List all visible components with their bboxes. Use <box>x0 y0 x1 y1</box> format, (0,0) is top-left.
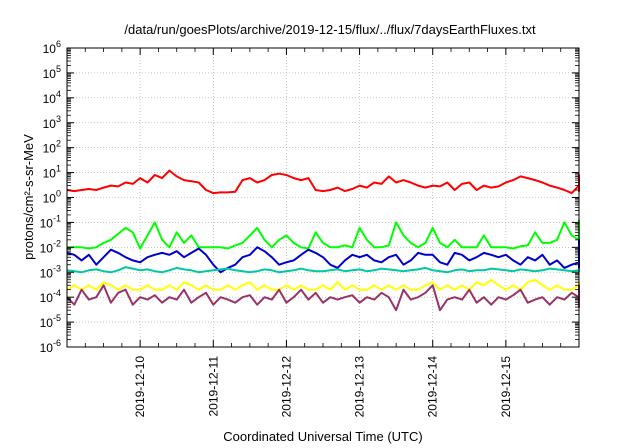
y-tick-label: 10-5 <box>40 313 61 330</box>
grid-lines <box>67 48 579 347</box>
y-tick-label: 105 <box>43 64 61 81</box>
x-tick-label: 2019-12-12 <box>279 356 293 418</box>
y-tick-label: 10-2 <box>40 238 61 255</box>
y-tick-label: 102 <box>43 139 61 156</box>
x-tick-label: 2019-12-14 <box>426 356 440 418</box>
x-tick-label: 2019-12-13 <box>353 356 367 418</box>
y-tick-label: 10-4 <box>40 288 61 305</box>
y-tick-label: 103 <box>43 114 61 131</box>
y-tick-label: 101 <box>43 164 61 181</box>
y-tick-label: 10-6 <box>40 338 61 355</box>
y-tick-label: 104 <box>43 89 61 106</box>
x-tick-label: 2019-12-15 <box>499 356 513 418</box>
y-tick-label: 10-1 <box>40 213 61 230</box>
x-axis-tick-labels: 2019-12-10 2019-12-11 2019-12-12 2019-12-13… <box>133 356 513 418</box>
y-tick-label: 106 <box>43 39 61 56</box>
x-axis-label: Coordinated Universal Time (UTC) <box>223 429 422 444</box>
x-tick-label: 2019-12-11 <box>206 356 220 417</box>
y-tick-label: 10-3 <box>40 263 61 280</box>
plot-frame <box>66 47 580 348</box>
y-tick-label: 100 <box>43 189 61 206</box>
y-axis-label: protons/cm²-s-sr-MeV <box>21 134 36 260</box>
chart-title: /data/run/goesPlots/archive/2019-12-15/f… <box>124 22 536 37</box>
x-tick-label: 2019-12-10 <box>133 356 147 418</box>
axis-ticks <box>67 47 579 348</box>
y-axis-tick-labels: 10-6 10-5 10-4 10-3 10-2 10-1 100 101 102 103 104 1… <box>40 39 61 355</box>
